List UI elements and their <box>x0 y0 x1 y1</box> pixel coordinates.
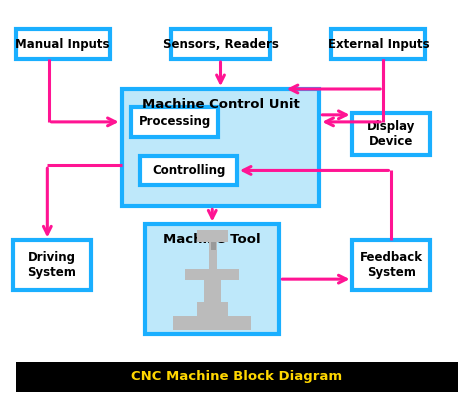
FancyBboxPatch shape <box>13 240 91 290</box>
FancyBboxPatch shape <box>353 240 430 290</box>
Text: CNC Machine Block Diagram: CNC Machine Block Diagram <box>131 371 343 383</box>
Text: Driving
System: Driving System <box>27 251 76 279</box>
FancyBboxPatch shape <box>140 156 237 185</box>
Text: Processing: Processing <box>138 115 210 128</box>
Bar <box>173 316 251 330</box>
FancyBboxPatch shape <box>331 29 426 59</box>
Text: Machine Control Unit: Machine Control Unit <box>142 98 300 111</box>
Text: Display
Device: Display Device <box>367 120 416 148</box>
Text: Manual Inputs: Manual Inputs <box>15 38 110 51</box>
FancyBboxPatch shape <box>145 225 279 334</box>
FancyBboxPatch shape <box>121 89 319 207</box>
Text: Controlling: Controlling <box>152 164 226 177</box>
FancyBboxPatch shape <box>171 29 270 59</box>
Bar <box>197 302 228 316</box>
Bar <box>209 239 217 269</box>
Text: Machine Tool: Machine Tool <box>164 233 261 246</box>
FancyBboxPatch shape <box>131 107 218 137</box>
Bar <box>204 280 220 302</box>
Bar <box>185 269 239 280</box>
Text: External Inputs: External Inputs <box>328 38 429 51</box>
Bar <box>210 241 216 250</box>
FancyBboxPatch shape <box>353 113 430 155</box>
FancyBboxPatch shape <box>16 29 110 59</box>
Text: Feedback
System: Feedback System <box>360 251 423 279</box>
Bar <box>197 230 228 242</box>
Text: Sensors, Readers: Sensors, Readers <box>163 38 278 51</box>
FancyBboxPatch shape <box>16 362 458 392</box>
